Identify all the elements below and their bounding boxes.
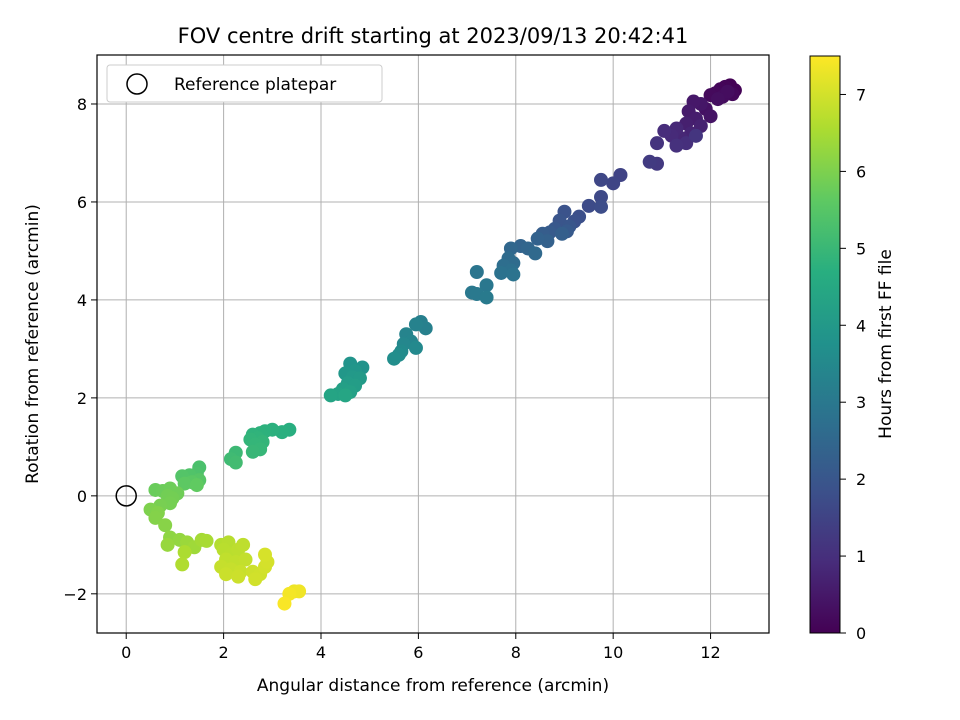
data-point [720,84,735,99]
y-tick-label: 2 [77,389,87,408]
y-tick-label: 0 [77,487,87,506]
data-point [688,128,703,143]
x-tick-label: 6 [413,643,423,662]
colorbar-ticks: 0 1 2 3 4 5 6 7 [840,85,866,643]
data-point [258,547,272,562]
data-points [143,78,742,611]
colorbar-tick-label: 7 [856,85,866,104]
data-point [479,290,494,305]
grid-lines [97,55,769,633]
legend: Reference platepar [106,64,383,103]
data-point [657,123,672,138]
data-point [479,278,494,293]
data-point [177,476,192,491]
colorbar-gradient [809,55,841,634]
data-point [710,92,725,107]
data-point [530,231,545,246]
colorbar-tick-label: 4 [856,316,866,335]
data-point [594,172,608,187]
data-point [199,533,214,548]
data-point [408,340,423,355]
data-point [555,226,570,241]
colorbar: 0 1 2 3 4 5 6 7 Hours from first FF file [809,55,896,643]
data-point [323,388,338,403]
x-axis-label: Angular distance from reference (arcmin) [257,676,609,696]
y-axis-ticks: −2 0 2 4 6 8 [63,95,97,604]
x-tick-label: 12 [700,643,720,662]
y-tick-label: 4 [77,291,87,310]
data-point [189,478,204,493]
data-point [669,138,684,153]
colorbar-tick-label: 6 [856,162,866,181]
data-point [158,518,173,533]
x-axis-ticks: 0 2 4 6 8 10 12 [121,633,721,662]
data-point [277,596,292,611]
data-point [494,265,509,280]
colorbar-label: Hours from first FF file [876,249,896,439]
plot-frame [96,54,770,634]
legend-box [106,64,383,103]
data-point [245,444,260,459]
data-point [177,545,192,560]
data-point [387,351,402,366]
data-point [228,455,243,470]
data-point [238,552,253,567]
y-tick-label: −2 [63,585,87,604]
data-point [469,264,484,279]
data-point [338,388,353,403]
data-point [231,569,246,584]
chart-title: FOV centre drift starting at 2023/09/13 … [178,24,689,48]
colorbar-tick-label: 1 [856,547,866,566]
data-point [606,176,621,191]
data-point [703,109,718,124]
data-point [236,537,251,552]
data-point [528,246,543,261]
data-point [594,190,608,205]
reference-point-marker [115,485,137,507]
colorbar-tick-label: 0 [856,624,866,643]
y-tick-label: 6 [77,193,87,212]
y-tick-label: 8 [77,95,87,114]
y-axis-label: Rotation from reference (arcmin) [23,204,43,484]
data-point [506,267,521,282]
data-point [219,567,234,582]
colorbar-tick-label: 5 [856,239,866,258]
x-tick-label: 0 [121,643,131,662]
legend-marker-icon [126,73,148,95]
data-point [650,136,664,151]
data-point [148,510,163,525]
data-point [160,537,175,552]
x-tick-label: 8 [511,643,521,662]
data-point [175,557,190,572]
data-point [408,317,423,332]
data-point [248,572,263,587]
x-tick-label: 2 [219,643,229,662]
colorbar-tick-label: 3 [856,393,866,412]
legend-label: Reference platepar [174,75,336,95]
colorbar-tick-label: 2 [856,470,866,489]
x-tick-label: 4 [316,643,326,662]
x-tick-label: 10 [603,643,623,662]
data-point [581,198,596,213]
data-point [642,154,657,169]
data-point [594,199,608,214]
